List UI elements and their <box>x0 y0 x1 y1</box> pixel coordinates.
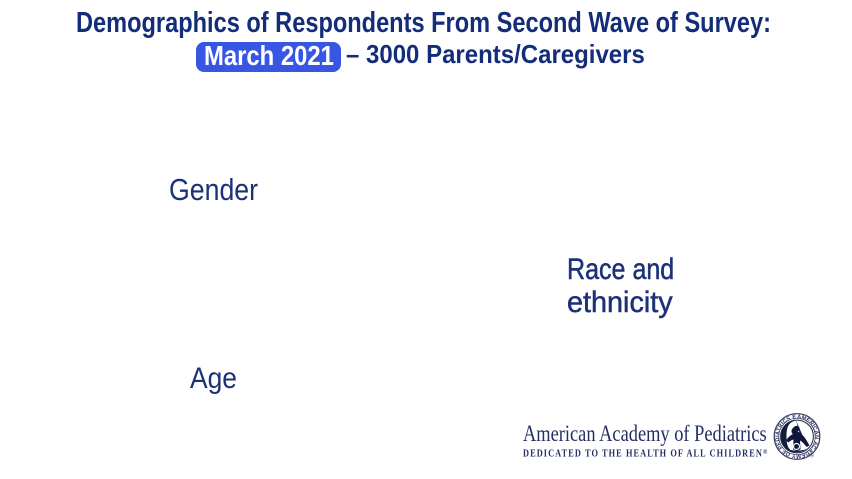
svg-text:®: ® <box>809 452 815 460</box>
